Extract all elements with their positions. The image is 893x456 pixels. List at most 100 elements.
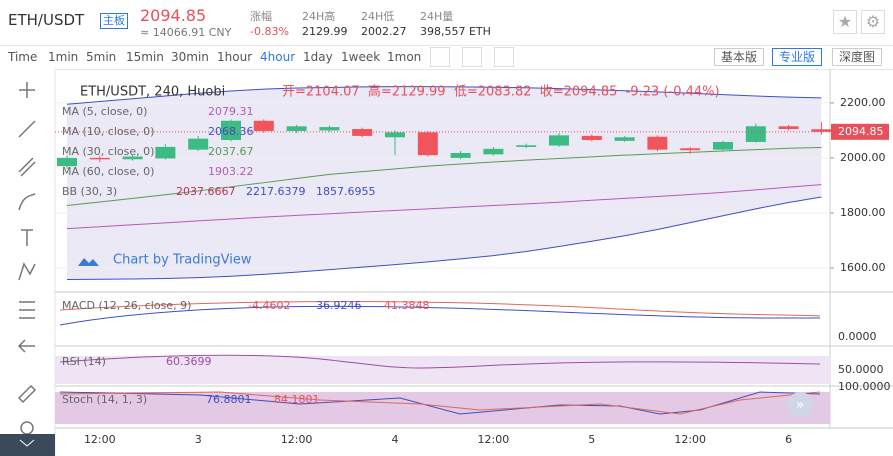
y-tick-label: 2000.00 bbox=[840, 151, 886, 164]
candle-body bbox=[680, 148, 701, 151]
macd-line bbox=[59, 305, 821, 326]
indicator-value: 1857.6955 bbox=[316, 185, 376, 198]
candle-body bbox=[778, 126, 799, 130]
pane-value: 41.3848 bbox=[384, 299, 430, 312]
time-label: 6 bbox=[785, 433, 792, 446]
pane-legend: Stoch (14, 1, 3) bbox=[62, 393, 147, 406]
price: 2094.85 bbox=[140, 6, 207, 25]
toolbar: Time 1min 5min 15min 30min 1hour 4hour 1day 1wee… bbox=[0, 45, 893, 70]
channel-icon[interactable] bbox=[18, 157, 36, 177]
pane-legend: MACD (12, 26, close, 9) bbox=[62, 299, 191, 312]
scroll-button[interactable] bbox=[787, 392, 813, 418]
candle-body bbox=[155, 146, 176, 159]
candle-body bbox=[516, 145, 537, 147]
tool-button[interactable] bbox=[494, 47, 514, 67]
tool-button[interactable] bbox=[430, 47, 450, 67]
candle-body bbox=[253, 120, 274, 131]
indicator-value: 2037.67 bbox=[208, 145, 254, 158]
time-label: 12:00 bbox=[281, 433, 313, 446]
chart-area: » 1600.00 1800.00 2000.00 2200.00 2094.85 12:… bbox=[0, 69, 893, 456]
pane-axis-label: 100.0000 bbox=[838, 380, 891, 393]
indicator-value: 2068.36 bbox=[208, 125, 254, 138]
tool-button[interactable] bbox=[462, 47, 482, 67]
y-tick-label: 1800.00 bbox=[840, 206, 886, 219]
interval[interactable]: 4hour bbox=[260, 50, 296, 64]
pane-value: 84.1801 bbox=[274, 393, 320, 406]
interval[interactable]: 30min bbox=[171, 50, 209, 64]
candle-body bbox=[811, 129, 832, 132]
candle-body bbox=[549, 135, 569, 146]
time-label: 12:00 bbox=[478, 433, 510, 446]
indicator-line bbox=[66, 196, 822, 281]
fib-icon[interactable] bbox=[19, 301, 35, 319]
stoch-k bbox=[59, 391, 821, 415]
pattern-icon[interactable] bbox=[18, 262, 36, 281]
indicator-name: MA (5, close, 0) bbox=[62, 105, 147, 118]
chart-group: » 1600.00 1800.00 2000.00 2200.00 2094.85 12:… bbox=[0, 69, 893, 456]
text-icon[interactable] bbox=[21, 229, 33, 246]
back-icon[interactable] bbox=[17, 339, 35, 353]
indicator-name: MA (60, close, 0) bbox=[62, 165, 154, 178]
star-button[interactable]: ★ bbox=[833, 10, 857, 34]
stat-label: 24H低 bbox=[361, 10, 395, 23]
interval[interactable]: 1day bbox=[303, 50, 333, 64]
pane-value: 76.8801 bbox=[206, 393, 252, 406]
indicator-value: 2079.31 bbox=[208, 105, 254, 118]
candle-body bbox=[483, 148, 504, 155]
pair: ETH/USDT bbox=[8, 11, 85, 29]
left-tools-bg bbox=[0, 69, 55, 456]
interval[interactable]: 5min bbox=[86, 50, 117, 64]
cny: ≈ 14066.91 CNY bbox=[140, 26, 232, 39]
line-icon[interactable] bbox=[18, 120, 36, 138]
indicator-line bbox=[66, 146, 822, 207]
brush-icon[interactable] bbox=[18, 193, 36, 211]
candle-body bbox=[188, 138, 209, 150]
candle-body bbox=[745, 126, 766, 142]
watermark: Chart by TradingView bbox=[113, 253, 252, 268]
stoch-d bbox=[59, 391, 821, 415]
y-tick-label: 1600.00 bbox=[840, 261, 886, 274]
header: ETH/USDT 主板 2094.85 ≈ 14066.91 CNY 涨幅 -0.… bbox=[0, 0, 893, 46]
candle-body bbox=[286, 126, 307, 131]
indicator-line bbox=[66, 184, 822, 230]
candle-body bbox=[352, 129, 373, 136]
interval[interactable]: 1min bbox=[48, 50, 79, 64]
ruler-icon[interactable] bbox=[17, 384, 37, 404]
time-label: 12:00 bbox=[84, 433, 116, 446]
bb-fill bbox=[67, 86, 822, 280]
indicator-value: 2037.6667 bbox=[176, 185, 236, 198]
last-price-label: 2094.85 bbox=[838, 125, 884, 138]
candle-body bbox=[450, 152, 471, 158]
pane-legend: RSI (14) bbox=[62, 355, 106, 368]
time-label: 5 bbox=[588, 433, 595, 446]
badge[interactable]: 主板 bbox=[100, 13, 128, 29]
legend-symbol: ETH/USDT, 240, Huobi bbox=[80, 85, 225, 100]
version-button[interactable]: 深度图 bbox=[832, 48, 883, 66]
pane-axis-label: 50.0000 bbox=[838, 363, 884, 376]
interval[interactable]: 1week bbox=[341, 50, 381, 64]
stat-value: 2129.99 bbox=[302, 25, 348, 38]
stat-label: 24H高 bbox=[302, 10, 336, 23]
interval[interactable]: 1hour bbox=[217, 50, 253, 64]
crosshair-icon[interactable] bbox=[19, 82, 35, 98]
indicator-value: 1903.22 bbox=[208, 165, 254, 178]
version-button[interactable]: 专业版 bbox=[772, 48, 823, 66]
candle-body bbox=[417, 132, 438, 156]
indicator-name: MA (10, close, 0) bbox=[62, 125, 154, 138]
interval[interactable]: 1mon bbox=[387, 50, 422, 64]
stat-value: -0.83% bbox=[250, 25, 289, 38]
signal-line bbox=[59, 301, 821, 317]
settings-button[interactable]: ⚙ bbox=[861, 10, 885, 34]
stat-label: 24H量 bbox=[420, 10, 454, 23]
watermark-logo bbox=[78, 258, 99, 266]
y-tick-label: 2200.00 bbox=[840, 96, 886, 109]
time-label: 4 bbox=[392, 433, 399, 446]
candle-body bbox=[221, 120, 241, 141]
version-button[interactable]: 基本版 bbox=[714, 48, 765, 66]
interval[interactable]: 15min bbox=[126, 50, 164, 64]
candle-body bbox=[647, 136, 668, 150]
pane-value: 36.9246 bbox=[316, 299, 362, 312]
tool-icons bbox=[17, 82, 37, 435]
indicator-value: 2217.6379 bbox=[246, 185, 306, 198]
